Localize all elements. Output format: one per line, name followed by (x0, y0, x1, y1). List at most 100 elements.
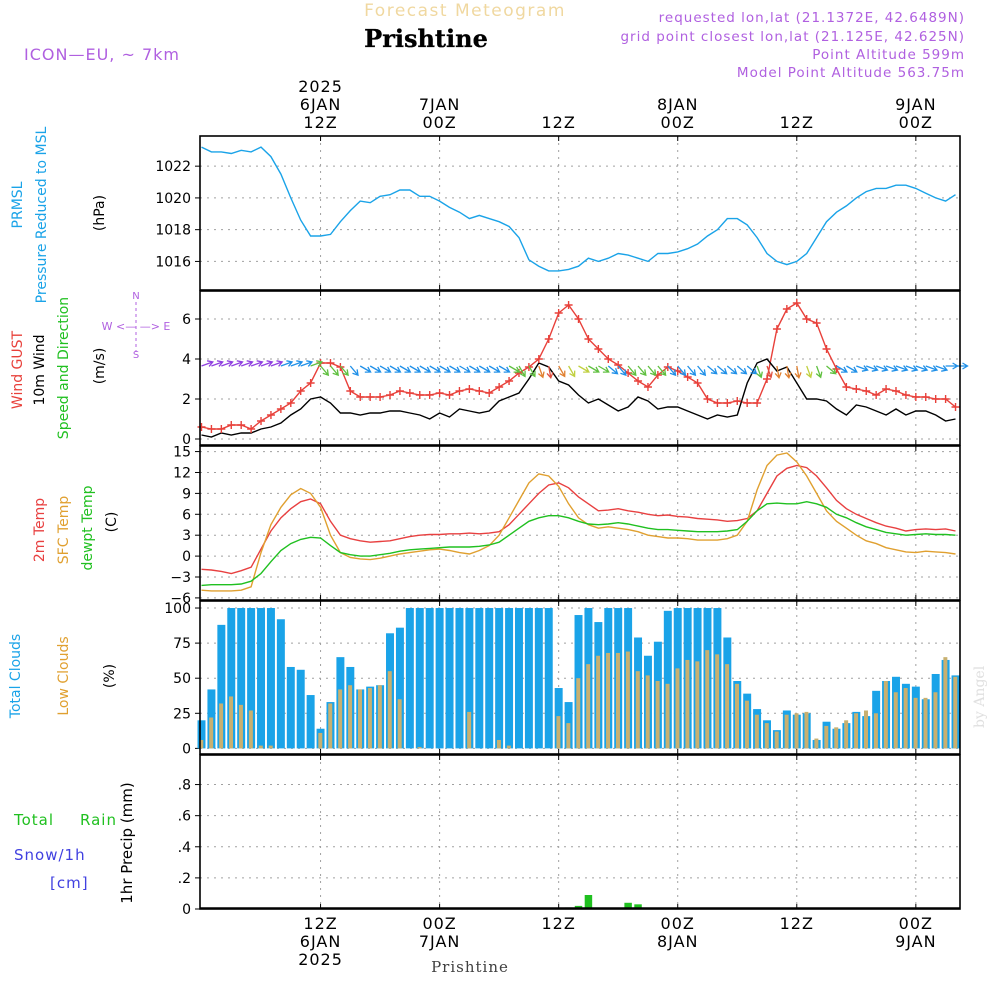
gust-marker (792, 299, 801, 307)
top-title: Forecast Meteogram (364, 1, 566, 21)
low-cloud-bar (695, 661, 700, 749)
panel-frame (199, 754, 961, 910)
wind-arrow (687, 365, 697, 377)
gust-marker (753, 399, 762, 407)
gust-marker (465, 385, 474, 393)
y-tick-label: 0 (182, 549, 191, 565)
gust-marker (405, 389, 414, 397)
top-time-label: 12Z (542, 113, 576, 132)
gust-marker (683, 373, 692, 381)
wind-arrow (766, 365, 773, 379)
gust-marker (306, 379, 315, 387)
y-tick-label: .4 (178, 840, 191, 856)
gust-marker (901, 391, 910, 399)
low-cloud-bar (685, 659, 690, 749)
low-cloud-bar (923, 697, 928, 749)
gust-marker (505, 377, 514, 385)
gust-marker (643, 383, 652, 391)
gust-marker (366, 393, 375, 401)
gust-marker (346, 387, 355, 395)
wind-arrow (330, 365, 340, 377)
gust-marker (237, 421, 246, 429)
top-time-label: 12Z (780, 113, 814, 132)
wind-arrow (895, 365, 909, 372)
gust-marker (286, 399, 295, 407)
wind-arrow (607, 365, 619, 375)
bottom-time-label: 7JAN (419, 932, 461, 951)
low-cloud-bar (675, 668, 680, 749)
y-tick-label: 3 (182, 528, 191, 544)
gust-marker (921, 393, 930, 401)
gust-marker (376, 393, 385, 401)
panel-frame (199, 445, 961, 601)
low-cloud-bar (854, 713, 859, 749)
low-cloud-bar (348, 685, 353, 749)
wind-arrow (231, 360, 244, 367)
wind-arrow (528, 365, 536, 378)
total-cloud-bar (445, 608, 454, 749)
bottom-time-label: 00Z (899, 914, 933, 933)
low-cloud-bar (705, 650, 710, 749)
low-cloud-bar (417, 746, 422, 749)
wind-arrow (270, 360, 284, 367)
wind-arrow (339, 365, 349, 377)
wind-arrow (300, 360, 314, 367)
total-cloud-bar (197, 720, 206, 749)
top-time-label: 00Z (899, 113, 933, 132)
gust-marker (812, 319, 821, 327)
gust-marker (247, 425, 256, 433)
low-cloud-bar (774, 731, 779, 749)
low-cloud-bar (338, 689, 343, 749)
y-tick-label: 6 (182, 312, 191, 328)
gust-marker (822, 345, 831, 353)
wind-arrow (498, 365, 511, 373)
wind-arrow (716, 365, 728, 375)
rain-bar (624, 902, 632, 909)
wind-arrow (774, 365, 782, 380)
wind-arrow (637, 365, 647, 377)
low-cloud-bar (397, 699, 402, 749)
wind-arrow (826, 365, 837, 375)
top-time-label: 2025 (298, 77, 343, 96)
y-tick-label: 75 (173, 636, 191, 652)
wind-arrow (478, 365, 491, 373)
low-cloud-bar (606, 652, 611, 749)
gust-marker (395, 387, 404, 395)
top-time-label: 00Z (661, 113, 695, 132)
total-cloud-bar (227, 608, 236, 749)
sfc-temp-line (201, 452, 956, 592)
wind-arrow (875, 365, 889, 372)
gust-marker (564, 301, 573, 309)
gust-marker (227, 421, 236, 429)
low-cloud-bar (467, 711, 472, 749)
gust-marker (257, 417, 266, 425)
gust-marker (911, 393, 920, 401)
low-cloud-bar (199, 739, 204, 749)
gust-marker (415, 391, 424, 399)
gust-marker (772, 325, 781, 333)
low-cloud-bar (506, 745, 511, 749)
gust-marker (862, 387, 871, 395)
gust-marker (634, 377, 643, 385)
total-cloud-bar (455, 608, 464, 749)
bottom-time-label: 00Z (661, 914, 695, 933)
wind-arrow (518, 365, 526, 378)
rain-bar (584, 895, 593, 909)
low-cloud-bar (258, 745, 263, 749)
total-cloud-bar (495, 608, 504, 749)
low-cloud-bar (328, 703, 333, 749)
total-cloud-bar (237, 608, 246, 749)
precip-legend-total: Total (13, 811, 54, 829)
wind-arrow (836, 365, 849, 373)
total-cloud-bar (514, 608, 523, 749)
precip-legend-snow: Snow/1h (14, 846, 86, 864)
bottom-location: Prishtine (431, 958, 509, 976)
total-cloud-bar (465, 608, 474, 749)
gust-marker (693, 379, 702, 387)
panel-frame (199, 135, 961, 291)
wind-arrow (784, 365, 792, 380)
low-cloud-bar (625, 651, 630, 749)
y-tick-label: .8 (178, 778, 191, 794)
y-tick-label: 1018 (155, 223, 191, 239)
wind-line (201, 358, 956, 438)
